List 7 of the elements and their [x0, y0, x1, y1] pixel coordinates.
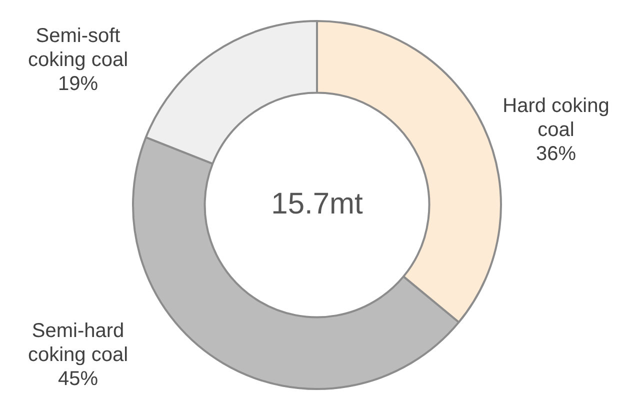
- data-label: 45%: [58, 368, 98, 390]
- slice-label: Semi-soft coking coal: [28, 24, 128, 71]
- data-label: 36%: [536, 143, 576, 166]
- slice-label: Hard coking coal: [502, 95, 610, 142]
- slice-label: Semi-hard coking coal: [28, 320, 128, 366]
- text: 15.7mt: [271, 187, 364, 220]
- data-label: 19%: [58, 72, 98, 95]
